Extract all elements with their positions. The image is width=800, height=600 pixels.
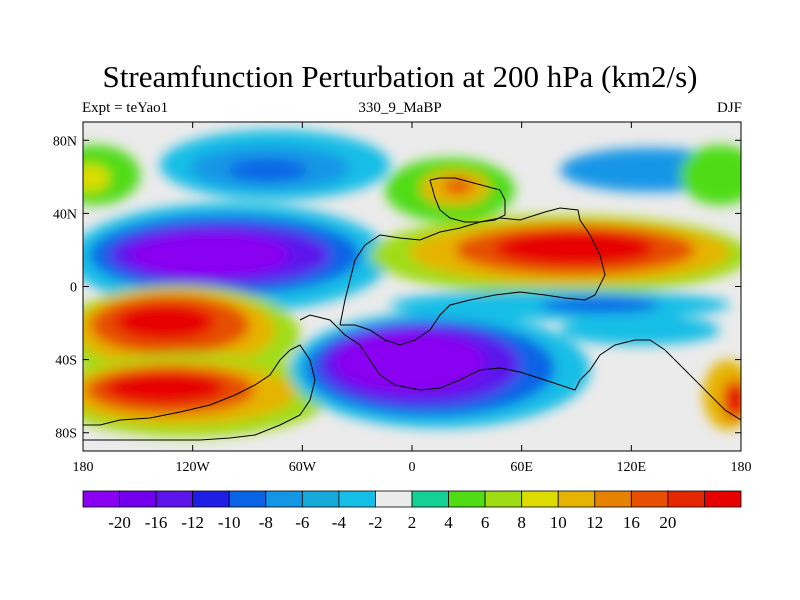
- colorbar-label: 4: [444, 513, 453, 532]
- contour-nw-2: [83, 164, 110, 192]
- colorbar-swatch: [704, 490, 742, 508]
- x-axis: 180 120W 60W 0 60E 120E 180: [73, 122, 752, 475]
- contour-so-4: [105, 372, 225, 404]
- y-tick-label: 80S: [55, 427, 77, 442]
- contour-arctic-3: [228, 159, 308, 181]
- colorbar-label: -12: [181, 513, 204, 532]
- colorbar-label: -6: [295, 513, 309, 532]
- contour-sp-4: [115, 304, 215, 340]
- coastlines: [83, 177, 741, 441]
- colorbar-swatch: [484, 490, 523, 508]
- experiment-label: Expt = teYao1: [82, 100, 169, 116]
- colorbar-label: 20: [659, 513, 676, 532]
- colorbar-swatch: [301, 490, 340, 508]
- color-bar: -20 -16 -12 -10 -8 -6 -4 -2 2 4 6 8 10 12 16 20: [82, 490, 742, 532]
- colorbar-label: -2: [368, 513, 382, 532]
- x-tick-label: 180: [73, 460, 94, 475]
- season-label: DJF: [716, 100, 742, 116]
- x-tick-label: 60E: [510, 460, 533, 475]
- y-tick-label: 80N: [53, 134, 77, 149]
- colorbar-swatch: [667, 490, 705, 508]
- colorbar-swatch: [192, 490, 230, 508]
- colorbar-swatch: [338, 490, 376, 508]
- colorbar-label: -10: [218, 513, 241, 532]
- colorbar-label: 10: [550, 513, 567, 532]
- colorbar-swatch: [82, 490, 120, 508]
- colorbar-swatch: [521, 490, 559, 508]
- colorbar-swatch: [265, 490, 303, 508]
- colorbar-swatch: [411, 490, 449, 508]
- colorbar-label: -20: [108, 513, 131, 532]
- y-axis: 80N 40N 0 40S 80S: [53, 134, 741, 442]
- case-label: 330_9_MaBP: [358, 100, 442, 116]
- colorbar-label: 2: [408, 513, 417, 532]
- colorbar-swatch: [448, 490, 486, 508]
- contour-field: [83, 130, 741, 441]
- x-tick-label: 60W: [289, 460, 317, 475]
- colorbar-swatch: [557, 490, 596, 508]
- x-tick-label: 0: [409, 460, 416, 475]
- contour-neg-4: [130, 233, 290, 277]
- colorbar-swatch: [228, 490, 267, 508]
- x-tick-label: 120W: [176, 460, 211, 475]
- contour-eu-3: [443, 178, 473, 194]
- x-tick-label: 120E: [617, 460, 647, 475]
- colorbar-swatch: [594, 490, 632, 508]
- contour-asia-4: [495, 230, 655, 266]
- y-tick-label: 0: [70, 281, 77, 296]
- colorbar-label: 12: [586, 513, 603, 532]
- contour-eq-2: [540, 297, 660, 313]
- colorbar-swatch: [119, 490, 157, 508]
- plot-title: Streamfunction Perturbation at 200 hPa (…: [102, 59, 698, 94]
- y-tick-label: 40S: [55, 354, 77, 369]
- colorbar-label: -16: [145, 513, 168, 532]
- colorbar-label: 16: [623, 513, 640, 532]
- contour-far-se-2: [723, 380, 741, 420]
- contour-sa-4: [335, 332, 485, 392]
- contour-ne-2: [680, 145, 741, 205]
- contour-se: [560, 315, 720, 345]
- colorbar-label: -8: [259, 513, 273, 532]
- x-tick-label: 180: [731, 460, 752, 475]
- colorbar-swatch: [155, 490, 194, 508]
- y-tick-label: 40N: [53, 207, 77, 222]
- colorbar-swatch: [630, 490, 669, 508]
- colorbar-label: 8: [517, 513, 526, 532]
- colorbar-label: -4: [332, 513, 347, 532]
- colorbar-label: 6: [481, 513, 490, 532]
- colorbar-swatch: [375, 490, 413, 508]
